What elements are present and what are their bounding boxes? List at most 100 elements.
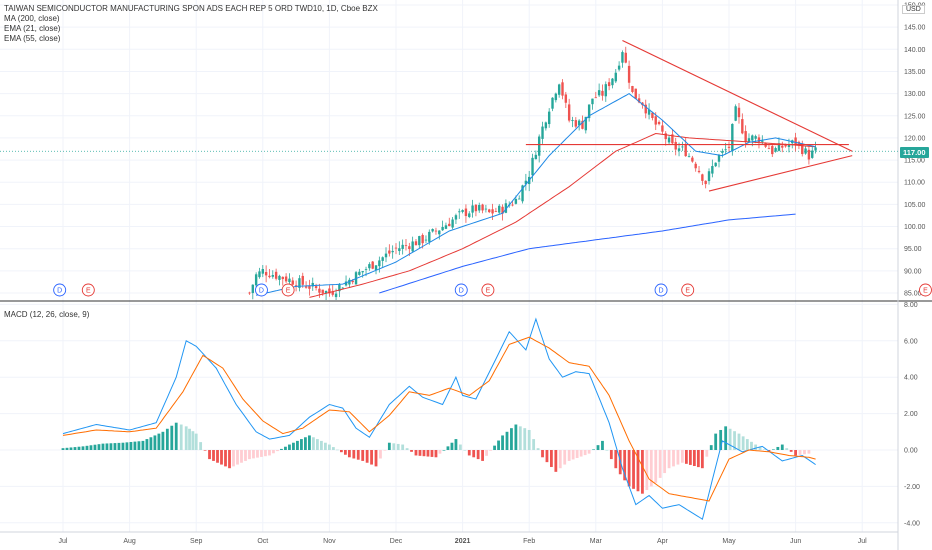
earnings-marker[interactable]: E — [919, 283, 932, 297]
histogram-bar — [312, 437, 315, 450]
histogram-bar — [105, 443, 109, 450]
histogram-bar — [807, 450, 811, 454]
candle — [251, 284, 255, 300]
candle — [331, 285, 334, 297]
histogram-bar — [370, 450, 373, 465]
time-tick-label: Apr — [657, 538, 669, 545]
histogram-bar — [609, 450, 613, 460]
time-axis[interactable]: Jul Aug Sep Oct Nov Dec 2021 Feb Mar Apr May Jun Jul — [59, 538, 868, 545]
dividend-marker[interactable]: D — [454, 283, 468, 297]
histogram-bar — [73, 447, 77, 450]
histogram-bar — [89, 445, 93, 450]
candle — [411, 236, 414, 253]
histogram-bar — [228, 450, 231, 469]
price-axis[interactable]: 85.00 90.00 95.00 100.00 105.00 110.00 115.00 1… — [904, 3, 926, 298]
candle — [551, 97, 554, 112]
histogram-bar — [85, 445, 89, 450]
candle — [807, 145, 811, 165]
earnings-marker[interactable]: E — [81, 283, 95, 297]
histogram-bar — [296, 440, 299, 450]
ma200-label[interactable]: MA (200, close) — [4, 14, 60, 23]
price-pane[interactable] — [248, 39, 853, 302]
price-tick-label: 100.00 — [904, 224, 926, 231]
signal-line — [62, 336, 816, 502]
candle — [501, 204, 504, 221]
trendline[interactable] — [622, 39, 853, 152]
candle — [671, 128, 674, 145]
histogram-bar — [601, 440, 604, 450]
histogram-bar — [422, 450, 426, 457]
histogram-bar — [696, 450, 700, 468]
candle — [358, 268, 361, 276]
candle — [391, 245, 394, 259]
macd-label[interactable]: MACD (12, 26, close, 9) — [4, 310, 90, 319]
candle — [597, 83, 601, 97]
histogram-bar — [636, 450, 640, 492]
candle — [757, 134, 761, 149]
svg-text:E: E — [86, 288, 91, 295]
macd-pane[interactable] — [61, 317, 816, 521]
trendline[interactable] — [708, 155, 853, 192]
candle — [617, 61, 621, 72]
histogram-bar — [772, 449, 775, 450]
candle — [468, 211, 471, 219]
histogram-bar — [392, 443, 396, 450]
histogram-bar — [442, 450, 446, 451]
histogram-bar — [463, 450, 467, 451]
candle — [524, 173, 528, 191]
candle — [498, 204, 501, 215]
candle — [491, 203, 494, 220]
candle — [404, 238, 408, 251]
macd-tick-label: 8.00 — [904, 302, 918, 309]
histogram-bar — [627, 450, 631, 487]
candle — [721, 148, 724, 158]
candle — [341, 287, 344, 289]
candle — [707, 168, 711, 185]
histogram-bar — [203, 450, 207, 451]
candle — [547, 108, 551, 128]
histogram-bar — [97, 444, 101, 450]
currency-badge[interactable]: USD — [902, 5, 925, 14]
histogram-bar — [472, 450, 476, 458]
candle — [687, 153, 691, 158]
ma200-line — [379, 213, 796, 294]
earnings-marker[interactable]: E — [481, 283, 495, 297]
histogram-bar — [632, 450, 635, 489]
candle — [714, 162, 717, 168]
earnings-marker[interactable]: E — [281, 283, 295, 297]
candle — [278, 274, 281, 286]
dividend-marker[interactable]: D — [654, 283, 668, 297]
macd-tick-label: 0.00 — [904, 448, 918, 455]
histogram-bar — [125, 442, 129, 450]
histogram-bar — [331, 447, 335, 450]
dividend-marker[interactable]: D — [255, 283, 268, 297]
histogram-bar — [514, 424, 518, 450]
ema55-label[interactable]: EMA (55, close) — [4, 34, 61, 43]
candle — [461, 209, 464, 214]
candle — [591, 98, 594, 110]
candle — [811, 145, 814, 159]
histogram-bar — [803, 450, 806, 455]
price-tick-label: 115.00 — [904, 158, 925, 165]
histogram-bar — [93, 444, 97, 450]
dividend-marker[interactable]: D — [53, 283, 67, 297]
histogram-bar — [497, 440, 500, 450]
ema21-label[interactable]: EMA (21, close) — [4, 24, 61, 33]
candle — [577, 119, 581, 131]
candle — [298, 275, 301, 292]
candle — [717, 153, 721, 168]
histogram-bar — [481, 450, 484, 461]
earnings-marker[interactable]: E — [681, 283, 695, 297]
histogram-bar — [750, 441, 753, 450]
candle — [604, 81, 607, 102]
histogram-bar — [170, 425, 174, 450]
candle — [454, 213, 458, 225]
macd-axis[interactable]: -4.00 -2.00 0.00 2.00 4.00 6.00 8.00 — [904, 302, 920, 527]
price-tick-label: 125.00 — [904, 113, 926, 120]
histogram-bar — [113, 443, 117, 450]
candle — [667, 135, 671, 145]
candle — [781, 141, 784, 153]
candle — [531, 153, 534, 182]
